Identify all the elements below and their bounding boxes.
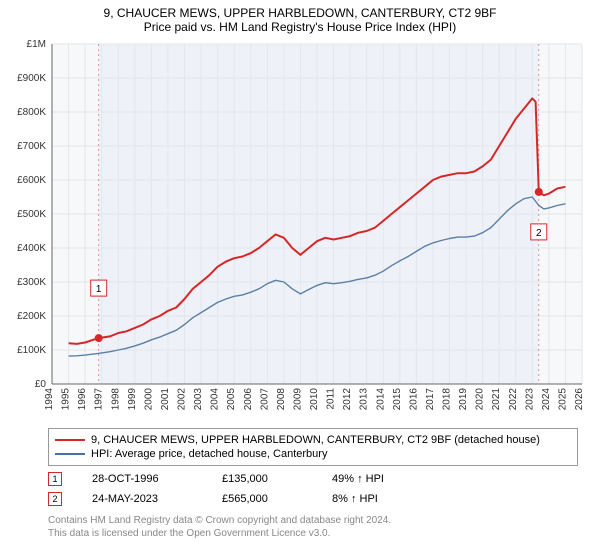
legend-swatch-blue [55,453,85,455]
chart: £0£100K£200K£300K£400K£500K£600K£700K£80… [8,40,592,420]
svg-text:£200K: £200K [17,311,46,322]
svg-text:1: 1 [96,284,102,295]
svg-text:2007: 2007 [259,388,270,411]
legend-label-2: HPI: Average price, detached house, Cant… [91,448,327,460]
sale-vs-hpi-2: 8% ↑ HPI [332,493,378,505]
svg-text:2002: 2002 [177,388,188,411]
svg-text:2001: 2001 [160,388,171,411]
svg-text:2004: 2004 [210,388,221,411]
sale-price-1: £135,000 [222,473,302,485]
svg-text:2000: 2000 [143,388,154,411]
svg-text:1996: 1996 [77,388,88,411]
svg-text:1998: 1998 [110,388,121,411]
svg-text:2008: 2008 [276,388,287,411]
footer: Contains HM Land Registry data © Crown c… [48,514,592,540]
svg-text:2018: 2018 [442,388,453,411]
sale-marker-1: 1 [48,472,62,486]
svg-text:£600K: £600K [17,175,46,186]
svg-text:£400K: £400K [17,243,46,254]
svg-text:2016: 2016 [408,388,419,411]
legend-swatch-red [55,439,85,441]
svg-text:2019: 2019 [458,388,469,411]
svg-text:1997: 1997 [94,388,105,411]
sale-date-2: 24-MAY-2023 [92,493,192,505]
legend-row-2: HPI: Average price, detached house, Cant… [55,447,571,461]
chart-title-line2: Price paid vs. HM Land Registry's House … [8,20,592,34]
legend-label-1: 9, CHAUCER MEWS, UPPER HARBLEDOWN, CANTE… [91,434,540,446]
svg-text:2010: 2010 [309,388,320,411]
svg-text:2009: 2009 [292,388,303,411]
svg-text:2026: 2026 [574,388,585,411]
svg-text:1999: 1999 [127,388,138,411]
sale-date-1: 28-OCT-1996 [92,473,192,485]
svg-text:2013: 2013 [359,388,370,411]
footer-line-2: This data is licensed under the Open Gov… [48,527,592,540]
svg-text:£700K: £700K [17,141,46,152]
svg-text:2025: 2025 [557,388,568,411]
svg-text:2020: 2020 [475,388,486,411]
sale-row-2: 2 24-MAY-2023 £565,000 8% ↑ HPI [48,492,592,506]
svg-text:£800K: £800K [17,107,46,118]
svg-text:2003: 2003 [193,388,204,411]
footer-line-1: Contains HM Land Registry data © Crown c… [48,514,592,527]
sale-marker-2: 2 [48,492,62,506]
svg-text:2021: 2021 [491,388,502,411]
svg-text:2024: 2024 [541,388,552,411]
svg-text:2: 2 [536,228,542,239]
svg-text:1994: 1994 [44,388,55,411]
svg-text:2017: 2017 [425,388,436,411]
svg-text:2012: 2012 [342,388,353,411]
legend: 9, CHAUCER MEWS, UPPER HARBLEDOWN, CANTE… [48,428,578,466]
svg-text:£900K: £900K [17,73,46,84]
chart-title-line1: 9, CHAUCER MEWS, UPPER HARBLEDOWN, CANTE… [8,6,592,20]
svg-text:2006: 2006 [243,388,254,411]
svg-text:£300K: £300K [17,277,46,288]
svg-text:2015: 2015 [392,388,403,411]
legend-row-1: 9, CHAUCER MEWS, UPPER HARBLEDOWN, CANTE… [55,433,571,447]
sale-row-1: 1 28-OCT-1996 £135,000 49% ↑ HPI [48,472,592,486]
sale-vs-hpi-1: 49% ↑ HPI [332,473,384,485]
svg-text:2005: 2005 [226,388,237,411]
svg-text:£500K: £500K [17,209,46,220]
svg-text:2014: 2014 [375,388,386,411]
svg-text:£100K: £100K [17,345,46,356]
svg-text:2011: 2011 [326,388,337,410]
sale-price-2: £565,000 [222,493,302,505]
svg-text:1995: 1995 [61,388,72,411]
svg-text:2023: 2023 [524,388,535,411]
svg-text:2022: 2022 [508,388,519,411]
svg-text:£1M: £1M [27,40,46,50]
